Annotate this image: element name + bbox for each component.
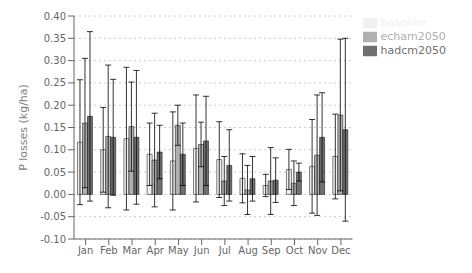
- html-text:echam2050: echam2050: [380, 30, 446, 43]
- svg-text:Jan: Jan: [77, 245, 93, 256]
- svg-text:0.25: 0.25: [44, 77, 66, 88]
- svg-text:May: May: [168, 245, 189, 256]
- svg-text:Apr: Apr: [147, 245, 165, 256]
- svg-text:0.20: 0.20: [44, 100, 66, 111]
- svg-text:0.35: 0.35: [44, 33, 66, 44]
- svg-text:-0.10: -0.10: [40, 234, 66, 245]
- svg-text:Oct: Oct: [286, 245, 303, 256]
- svg-text:Mar: Mar: [123, 245, 143, 256]
- svg-text:Jun: Jun: [193, 245, 210, 256]
- svg-text:0.40: 0.40: [44, 11, 66, 22]
- svg-text:0.00: 0.00: [44, 189, 66, 200]
- svg-text:Dec: Dec: [331, 245, 350, 256]
- html-text:baseline: baseline: [380, 16, 427, 29]
- svg-text:-0.05: -0.05: [40, 211, 66, 222]
- svg-text:Jul: Jul: [218, 245, 231, 256]
- svg-text:Nov: Nov: [308, 245, 328, 256]
- svg-text:0.15: 0.15: [44, 122, 66, 133]
- html-text:hadcm2050: hadcm2050: [380, 44, 446, 57]
- svg-text:0.10: 0.10: [44, 144, 66, 155]
- svg-text:Aug: Aug: [238, 245, 258, 256]
- svg-text:0.30: 0.30: [44, 55, 66, 66]
- svg-text:Feb: Feb: [100, 245, 118, 256]
- svg-text:0.05: 0.05: [44, 167, 66, 178]
- svg-text:Sep: Sep: [262, 245, 281, 256]
- svg-text:P losses (kg/ha): P losses (kg/ha): [17, 84, 30, 171]
